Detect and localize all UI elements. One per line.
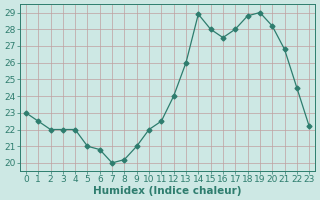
X-axis label: Humidex (Indice chaleur): Humidex (Indice chaleur) <box>93 186 242 196</box>
